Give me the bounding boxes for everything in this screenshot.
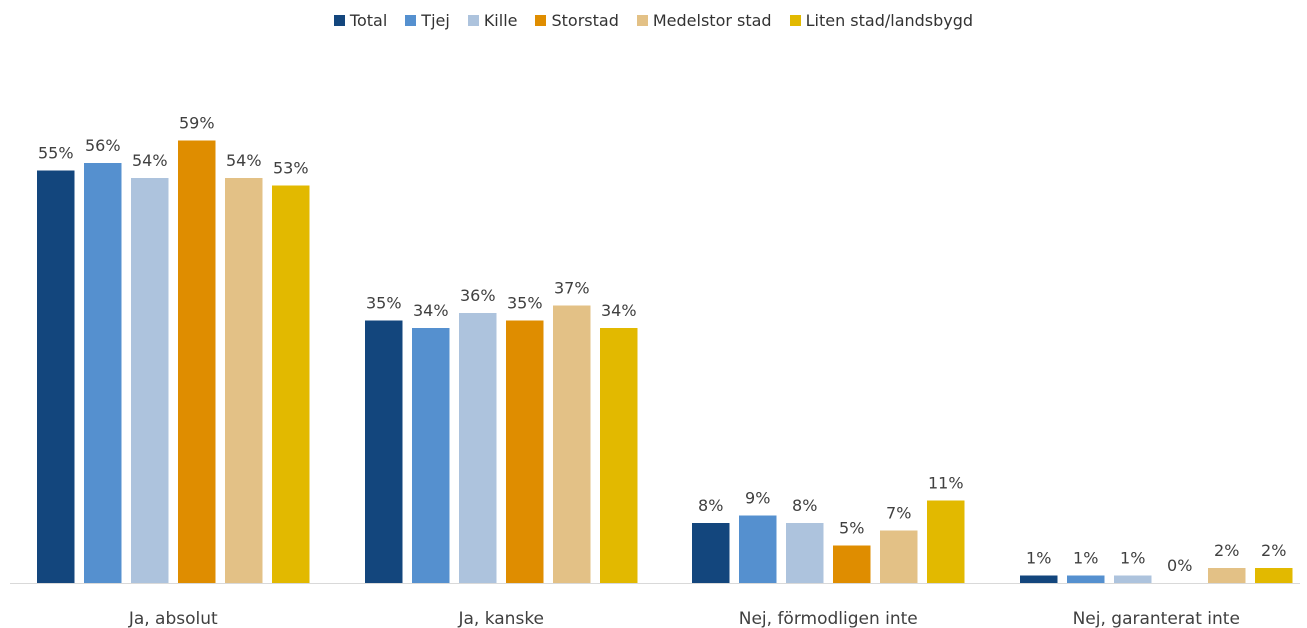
bar-ja-kanske-kille — [459, 313, 497, 583]
value-label-ja-kanske-liten-stad-landsbygd: 34% — [601, 301, 637, 320]
value-label-ja-absolut-kille: 54% — [132, 151, 168, 170]
bar-ja-absolut-medelstor-stad — [225, 178, 263, 583]
bar-nej-garanterat-inte-liten-stad-landsbygd — [1255, 568, 1293, 583]
value-label-nej-f-rmodligen-inte-liten-stad-landsbygd: 11% — [928, 474, 964, 493]
value-label-ja-kanske-kille: 36% — [460, 286, 496, 305]
legend-item-storstad: Storstad — [535, 10, 619, 30]
legend-item-medelstor-stad: Medelstor stad — [636, 10, 772, 30]
category-label-ja-absolut: Ja, absolut — [128, 609, 218, 628]
value-label-nej-garanterat-inte-tjej: 1% — [1073, 549, 1098, 568]
legend-label: Kille — [483, 10, 518, 30]
legend-label: Storstad — [551, 10, 619, 30]
value-label-nej-garanterat-inte-kille: 1% — [1120, 549, 1145, 568]
bar-ja-kanske-total — [365, 320, 403, 583]
bar-nej-f-rmodligen-inte-kille — [786, 523, 824, 583]
bar-nej-f-rmodligen-inte-storstad — [833, 545, 871, 583]
legend-label: Liten stad/landsbygd — [805, 10, 974, 30]
bar-ja-absolut-tjej — [84, 163, 122, 583]
value-label-nej-garanterat-inte-storstad: 0% — [1167, 556, 1192, 575]
legend-label: Tjej — [421, 10, 450, 30]
bar-nej-f-rmodligen-inte-medelstor-stad — [880, 530, 918, 583]
bar-ja-kanske-medelstor-stad — [553, 305, 591, 583]
legend-item-tjej: Tjej — [405, 11, 450, 30]
bar-ja-absolut-kille — [131, 178, 169, 583]
value-label-ja-kanske-storstad: 35% — [507, 294, 543, 313]
value-label-ja-kanske-total: 35% — [366, 294, 402, 313]
value-label-nej-f-rmodligen-inte-kille: 8% — [792, 496, 817, 515]
value-label-nej-garanterat-inte-total: 1% — [1026, 549, 1051, 568]
legend-label: Medelstor stad — [652, 10, 772, 30]
bar-ja-kanske-liten-stad-landsbygd — [600, 328, 638, 583]
value-label-ja-kanske-medelstor-stad: 37% — [554, 279, 590, 298]
value-label-nej-garanterat-inte-liten-stad-landsbygd: 2% — [1261, 541, 1286, 560]
bar-nej-garanterat-inte-tjej — [1067, 575, 1105, 583]
bar-ja-absolut-total — [37, 170, 75, 583]
bar-nej-f-rmodligen-inte-liten-stad-landsbygd — [927, 500, 965, 583]
value-label-ja-absolut-storstad: 59% — [179, 114, 215, 133]
legend-swatch — [405, 14, 417, 26]
legend-item-liten-stad-landsbygd: Liten stad/landsbygd — [789, 10, 974, 30]
value-label-ja-absolut-tjej: 56% — [85, 136, 121, 155]
legend-swatch — [467, 14, 479, 26]
bar-nej-f-rmodligen-inte-tjej — [739, 515, 777, 583]
legend-label: Total — [349, 10, 388, 30]
legend-item-total: Total — [333, 10, 388, 30]
value-label-ja-absolut-medelstor-stad: 54% — [226, 151, 262, 170]
bar-ja-kanske-storstad — [506, 320, 544, 583]
category-label-ja-kanske: Ja, kanske — [457, 609, 544, 628]
bar-nej-garanterat-inte-medelstor-stad — [1208, 568, 1246, 583]
category-label-nej-f-rmodligen-inte: Nej, förmodligen inte — [739, 609, 918, 628]
legend-swatch — [333, 14, 345, 26]
value-labels-layer: 55% 56% 54% 59% 54% 53% 35% 34% 36% 35% 37% 34% 8% 9%… — [38, 114, 1286, 576]
bar-ja-kanske-tjej — [412, 328, 450, 583]
value-label-ja-kanske-tjej: 34% — [413, 301, 449, 320]
bar-nej-garanterat-inte-total — [1020, 575, 1058, 583]
category-label-nej-garanterat-inte: Nej, garanterat inte — [1073, 609, 1240, 628]
value-label-nej-garanterat-inte-medelstor-stad: 2% — [1214, 541, 1239, 560]
legend-swatch — [535, 14, 547, 26]
value-label-ja-absolut-liten-stad-landsbygd: 53% — [273, 159, 309, 178]
bar-nej-f-rmodligen-inte-total — [692, 523, 730, 583]
value-label-nej-f-rmodligen-inte-tjej: 9% — [745, 489, 770, 508]
bar-nej-garanterat-inte-kille — [1114, 575, 1152, 583]
bars-layer — [37, 140, 1293, 583]
value-label-nej-f-rmodligen-inte-storstad: 5% — [839, 519, 864, 538]
value-label-ja-absolut-total: 55% — [38, 144, 74, 163]
legend-item-kille: Kille — [467, 10, 518, 30]
category-labels-layer: Ja, absolut Ja, kanske Nej, förmodligen in… — [128, 609, 1240, 628]
legend-swatch — [636, 14, 648, 26]
chart-legend: Total Tjej Kille Storstad Medelstor stad Lite… — [0, 8, 1307, 32]
value-label-nej-f-rmodligen-inte-medelstor-stad: 7% — [886, 504, 911, 523]
value-label-nej-f-rmodligen-inte-total: 8% — [698, 496, 723, 515]
bar-ja-absolut-liten-stad-landsbygd — [272, 185, 310, 583]
legend-swatch — [789, 14, 801, 26]
bar-ja-absolut-storstad — [178, 140, 216, 583]
